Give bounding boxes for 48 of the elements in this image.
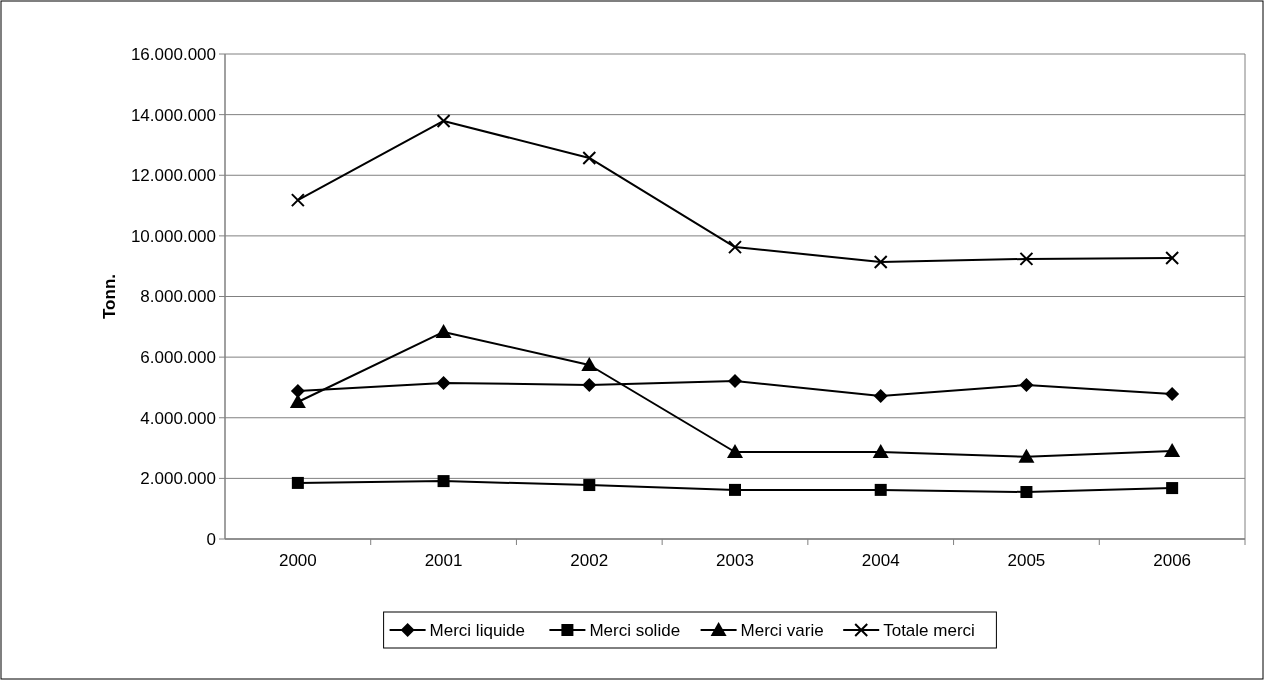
- point: [1165, 387, 1180, 402]
- point: [290, 193, 305, 208]
- point: [1018, 448, 1035, 463]
- legend-label: Totale merci: [883, 620, 975, 640]
- point: [728, 374, 742, 389]
- point: [581, 357, 598, 372]
- x-tick-label: 2004: [861, 551, 900, 570]
- legend-label: Merci solide: [589, 620, 681, 640]
- point: [1166, 482, 1179, 495]
- y-axis-title: Tonn.: [100, 274, 119, 319]
- x-tick-label: 2001: [424, 551, 463, 570]
- point: [437, 475, 450, 488]
- y-tick-label: 6.000.000: [140, 348, 216, 368]
- point: [729, 483, 741, 496]
- y-tick-label: 10.000.000: [130, 226, 216, 246]
- legend-label: Merci varie: [740, 620, 824, 640]
- y-tick-label: 16.000.000: [130, 44, 216, 64]
- y-tick-label: 14.000.000: [130, 105, 216, 125]
- point: [728, 240, 742, 255]
- point: [1164, 443, 1181, 458]
- point: [1019, 378, 1034, 393]
- point: [1165, 251, 1180, 265]
- point: [582, 378, 597, 393]
- y-tick-label: 2.000.000: [140, 469, 216, 489]
- x-tick-label: 2005: [1007, 551, 1046, 570]
- y-tick-label: 4.000.000: [140, 408, 216, 428]
- point: [872, 444, 889, 458]
- y-tick-label: 12.000.000: [130, 166, 216, 186]
- point: [1019, 251, 1034, 266]
- x-tick-label: 2002: [570, 551, 609, 570]
- point: [582, 150, 597, 165]
- point: [291, 476, 304, 489]
- y-tick-label: 0: [206, 529, 216, 549]
- point: [1020, 486, 1033, 499]
- point: [436, 375, 451, 390]
- point: [727, 444, 743, 458]
- point: [435, 323, 452, 338]
- point: [290, 384, 305, 399]
- point: [436, 113, 451, 128]
- y-tick-label: 8.000.000: [140, 287, 216, 307]
- x-tick-label: 2000: [278, 551, 317, 570]
- point: [873, 388, 888, 403]
- point: [583, 479, 596, 492]
- point: [873, 254, 888, 269]
- x-tick-label: 2003: [716, 551, 754, 570]
- point: [874, 483, 887, 496]
- x-tick-label: 2006: [1153, 551, 1192, 570]
- legend-label: Merci liquide: [429, 620, 526, 640]
